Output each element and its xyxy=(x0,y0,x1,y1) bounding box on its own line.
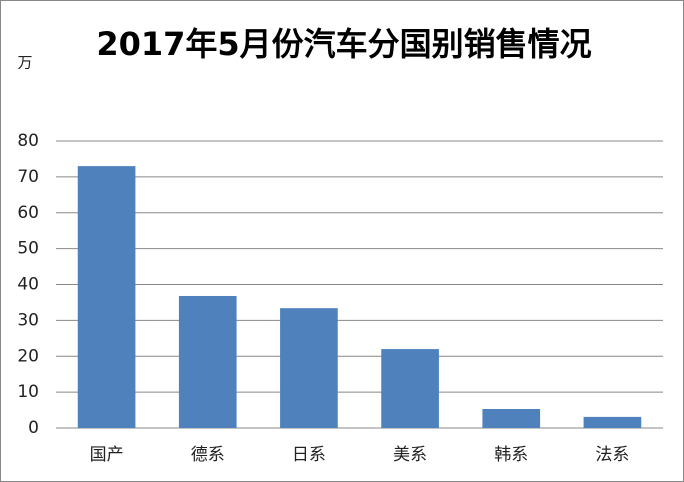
y-tick-label: 10 xyxy=(17,382,39,402)
bar xyxy=(178,295,237,428)
x-tick-label: 法系 xyxy=(595,445,629,465)
bar xyxy=(77,166,136,429)
y-tick-label: 70 xyxy=(17,167,39,187)
y-tick-label: 20 xyxy=(17,346,39,366)
bar xyxy=(583,416,642,428)
y-tick-label: 0 xyxy=(28,418,39,438)
bar xyxy=(381,349,439,428)
x-tick-label: 韩系 xyxy=(494,445,528,465)
x-tick-label: 国产 xyxy=(90,445,124,465)
y-tick-label: 60 xyxy=(17,203,39,223)
bar xyxy=(482,408,541,428)
chart-title: 2017年5月份汽车分国别销售情况 xyxy=(96,25,592,63)
y-axis-label: 万 xyxy=(17,54,32,72)
y-tick-label: 40 xyxy=(17,275,39,295)
x-tick-label: 德系 xyxy=(191,445,225,465)
y-tick-label: 30 xyxy=(17,310,39,330)
bar xyxy=(280,308,338,428)
x-tick-label: 日系 xyxy=(292,445,326,465)
y-tick-label: 50 xyxy=(17,239,39,259)
y-tick-label: 80 xyxy=(17,131,39,151)
x-tick-label: 美系 xyxy=(393,445,427,465)
